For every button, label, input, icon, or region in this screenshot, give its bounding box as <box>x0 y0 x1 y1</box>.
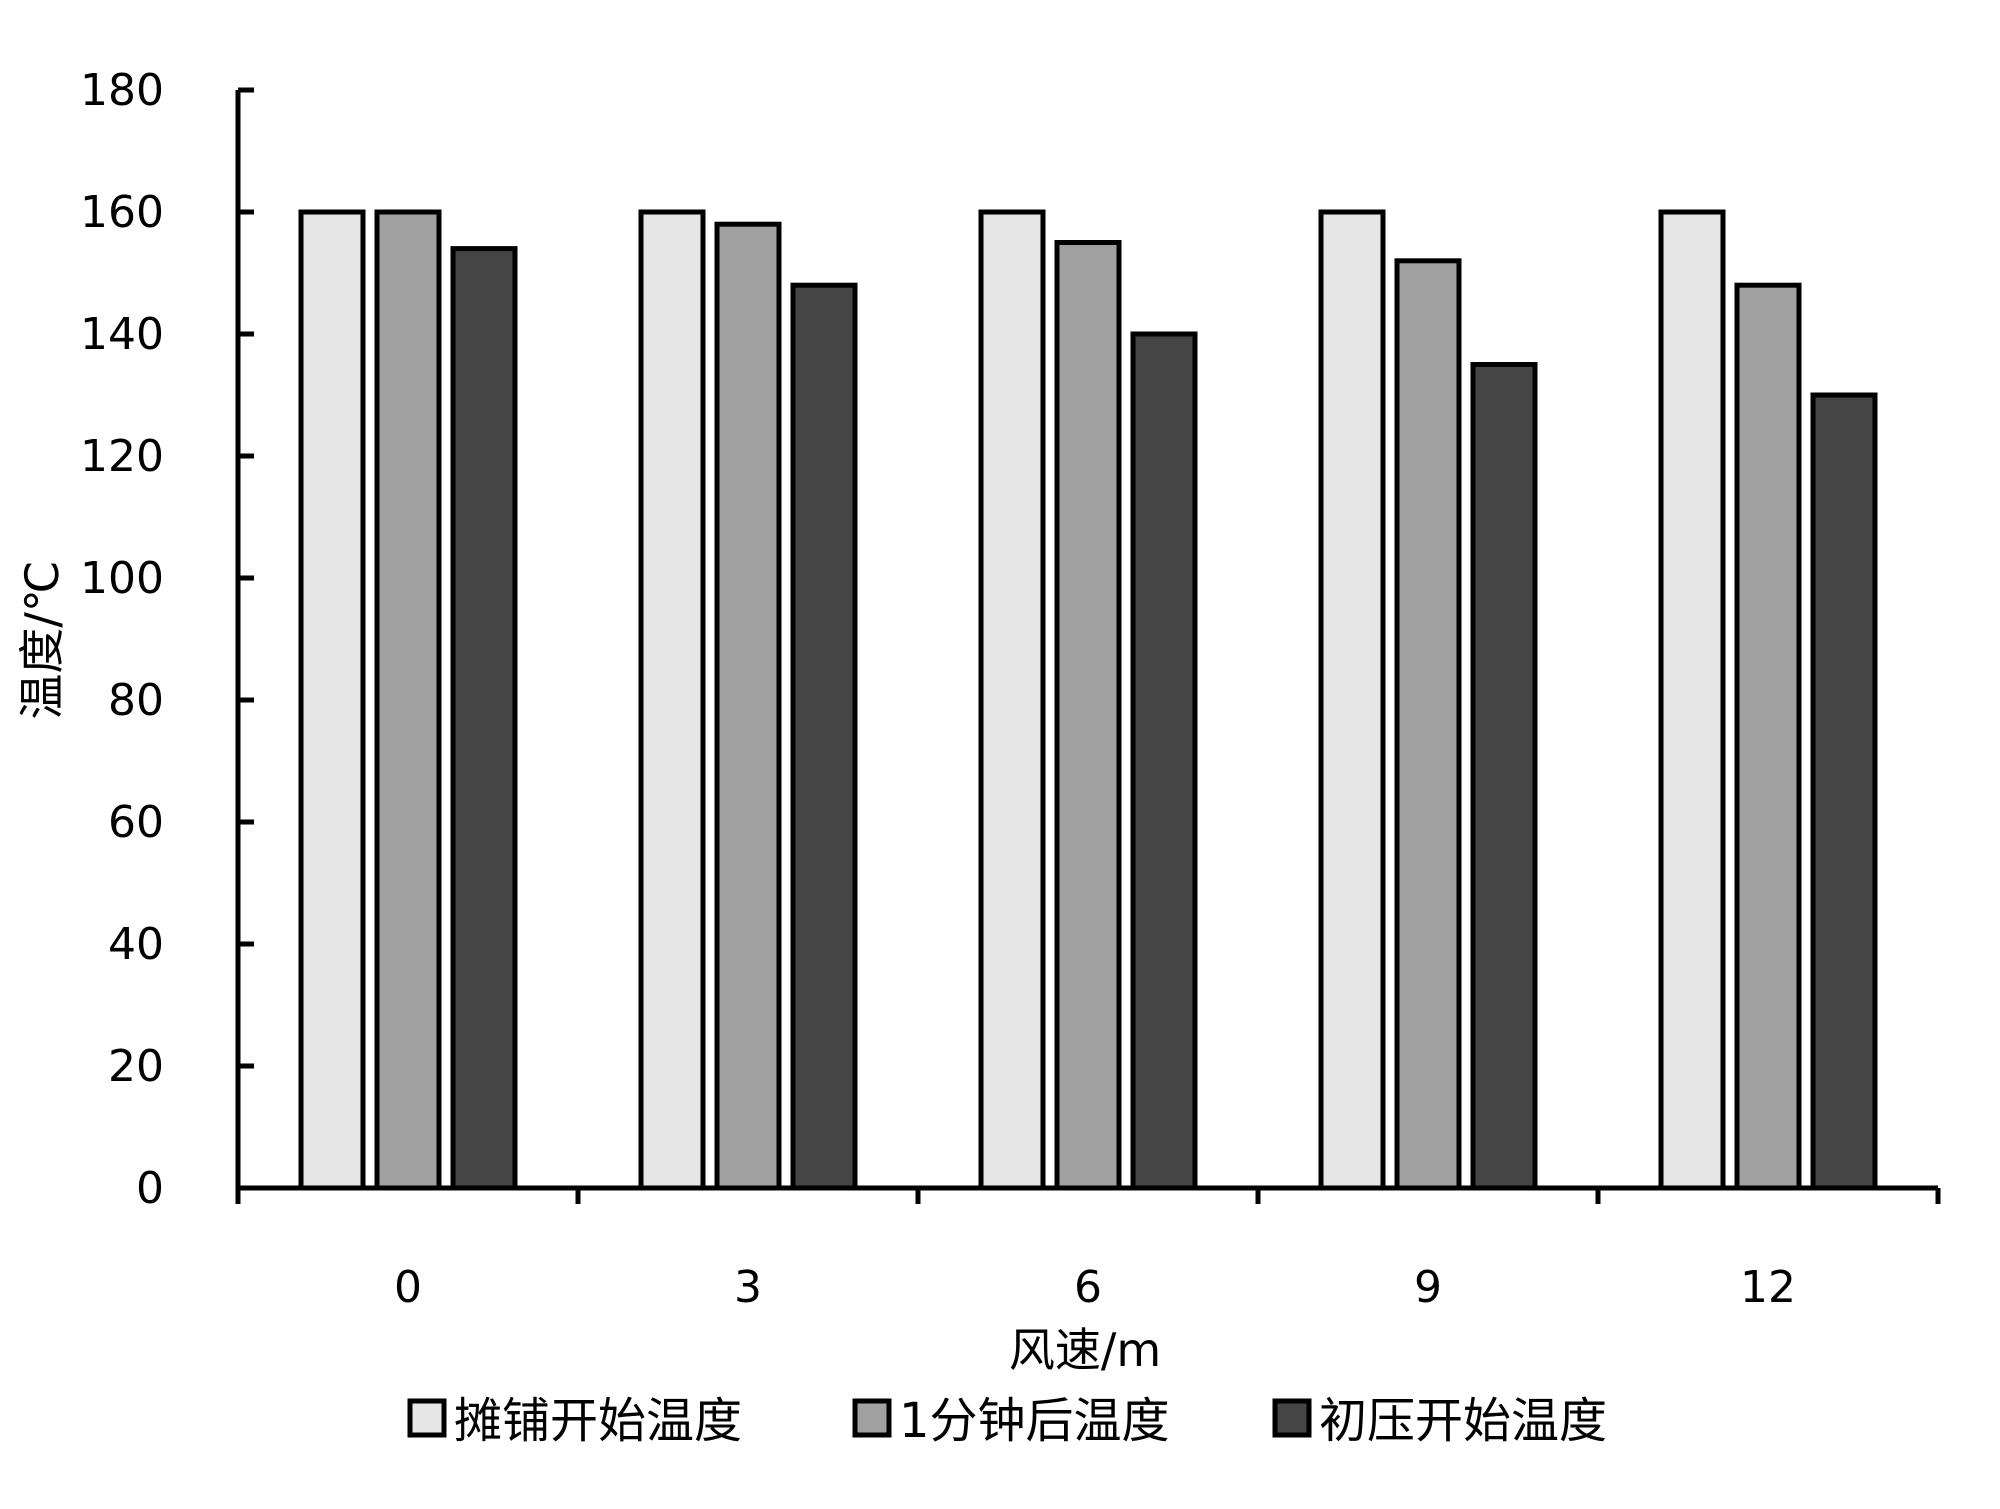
x-axis-ticks: 0 3 6 9 12 <box>235 1188 1941 1313</box>
y-tick-label: 180 <box>80 65 164 116</box>
legend-item: 摊铺开始温度 <box>407 1393 742 1449</box>
legend-swatch <box>1272 1398 1312 1438</box>
legend-swatch <box>407 1398 447 1438</box>
bar <box>450 246 518 1191</box>
bar-series <box>298 209 1878 1191</box>
bar <box>298 209 366 1191</box>
y-tick-label: 120 <box>80 431 164 482</box>
y-tick-label: 140 <box>80 309 164 360</box>
axes <box>235 90 1938 1191</box>
bar <box>1394 258 1462 1191</box>
x-tick-label: 0 <box>394 1262 422 1313</box>
bar <box>1658 209 1726 1191</box>
legend-label: 1分钟后温度 <box>899 1393 1170 1449</box>
bar <box>714 221 782 1191</box>
legend-swatch <box>852 1398 892 1438</box>
bar <box>978 209 1046 1191</box>
legend-label: 初压开始温度 <box>1319 1393 1607 1449</box>
y-tick-label: 40 <box>108 919 164 970</box>
legend-label: 摊铺开始温度 <box>454 1393 742 1449</box>
bar <box>638 209 706 1191</box>
legend: 摊铺开始温度 1分钟后温度 初压开始温度 <box>407 1393 1607 1449</box>
legend-item: 1分钟后温度 <box>852 1393 1170 1449</box>
bar <box>1130 331 1198 1191</box>
bar <box>1470 362 1538 1191</box>
y-tick-label: 0 <box>136 1163 164 1214</box>
y-axis-ticks: 0 20 40 60 80 100 120 140 160 180 <box>80 65 254 1214</box>
bar <box>790 282 858 1191</box>
y-tick-label: 160 <box>80 187 164 238</box>
bar <box>374 209 442 1191</box>
bar <box>1734 282 1802 1191</box>
y-tick-label: 20 <box>108 1041 164 1092</box>
x-tick-label: 3 <box>734 1262 762 1313</box>
bar <box>1054 240 1122 1191</box>
bar <box>1810 392 1878 1191</box>
legend-item: 初压开始温度 <box>1272 1393 1607 1449</box>
x-axis-title: 风速/m <box>1009 1323 1161 1377</box>
y-tick-label: 80 <box>108 675 164 726</box>
x-tick-label: 12 <box>1740 1262 1796 1313</box>
x-tick-label: 6 <box>1074 1262 1102 1313</box>
bar <box>1318 209 1386 1191</box>
y-tick-label: 100 <box>80 553 164 604</box>
y-tick-label: 60 <box>108 797 164 848</box>
x-tick-label: 9 <box>1414 1262 1442 1313</box>
y-axis-title: 温度/℃ <box>15 560 69 719</box>
